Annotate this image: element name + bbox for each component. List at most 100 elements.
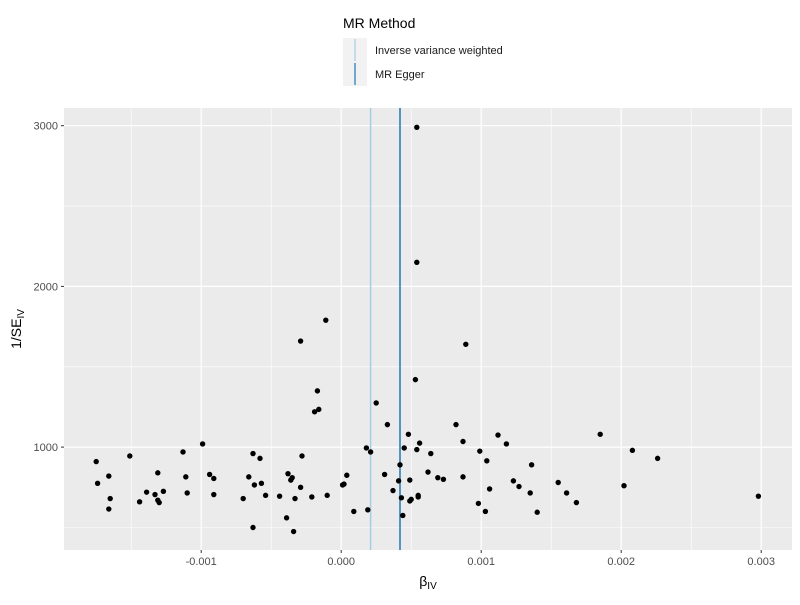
y-tick-label: 1000 [34,442,58,454]
data-point [351,508,357,515]
data-point [398,495,405,501]
data-point [460,474,466,480]
data-point [486,486,493,492]
data-point [407,477,413,483]
x-tick-label: 0.002 [607,556,635,568]
data-point [621,483,627,489]
data-point [285,470,291,477]
data-point [555,479,561,486]
data-point [93,458,99,465]
data-point [184,490,190,496]
legend-label-ivw: Inverse variance weighted [375,45,503,57]
data-point [373,400,379,406]
data-point [107,495,113,502]
y-tick-label: 3000 [34,121,58,133]
data-point [258,480,265,486]
data-point [484,458,490,464]
data-points [93,124,762,535]
data-point [94,480,101,486]
data-point [297,484,304,491]
data-point [482,508,489,515]
y-tick-label: 2000 [34,281,58,293]
data-point [435,474,441,481]
x-tick-label: 0.001 [467,556,495,568]
data-point [390,487,396,494]
data-point [597,431,603,437]
x-tick-label: 0.000 [327,556,355,568]
plot-panel [64,108,792,550]
data-point [755,493,762,499]
data-point [397,462,403,468]
data-point [206,471,213,478]
data-point [400,512,406,519]
data-point [395,478,402,484]
data-point [324,492,330,499]
data-point [155,470,161,476]
data-point [297,338,304,344]
data-point [414,259,420,265]
data-point [183,474,189,480]
data-point [290,528,297,535]
legend-title: MR Method [343,15,415,31]
data-point [405,431,412,437]
legend: MR Method Inverse variance weighted MR E… [343,15,503,86]
data-point [654,455,661,462]
data-point [428,450,434,457]
y-axis-title-main: 1/SE [8,319,24,349]
data-point [516,483,522,490]
data-point [246,474,252,480]
data-point [314,388,321,394]
data-point [425,469,431,475]
data-point [156,499,162,506]
method-lines [369,108,401,550]
data-point [180,449,186,455]
data-point [339,482,346,488]
data-point [250,450,256,457]
grid-lines [64,108,792,550]
data-point [367,449,374,455]
data-point [477,448,483,454]
data-point [152,491,158,498]
data-point [440,476,447,482]
data-point [283,515,290,521]
data-point [495,432,501,438]
data-point [240,495,246,502]
data-point [316,406,322,413]
x-tick-label: 0.003 [747,556,775,568]
data-point [106,506,112,512]
data-point [299,453,305,459]
data-point [309,494,315,500]
data-point [143,489,150,495]
data-point [365,507,371,513]
data-point [106,473,112,479]
data-point [363,445,370,451]
data-point [199,441,206,447]
data-point [292,495,298,502]
data-point [160,488,167,495]
data-point [251,482,258,488]
data-point [463,341,469,347]
data-point [453,421,459,428]
data-point [503,441,510,447]
x-tick-label: -0.001 [186,556,217,568]
x-axis-title-main: β [419,573,427,589]
data-point [211,475,217,482]
data-point [534,509,540,515]
data-point [414,446,420,453]
data-point [323,317,329,323]
data-point [257,455,263,462]
data-point [629,447,636,454]
y-axis-title: 1/SEIV [8,309,27,349]
data-point [288,477,294,483]
data-point [412,376,419,383]
data-point [384,421,391,428]
data-point [414,124,420,130]
data-point [528,462,535,468]
data-point [211,491,217,498]
legend-label-mr-egger: MR Egger [375,69,425,81]
data-point [415,494,421,500]
data-point [262,492,269,499]
x-axis-title-sub: IV [427,581,437,592]
